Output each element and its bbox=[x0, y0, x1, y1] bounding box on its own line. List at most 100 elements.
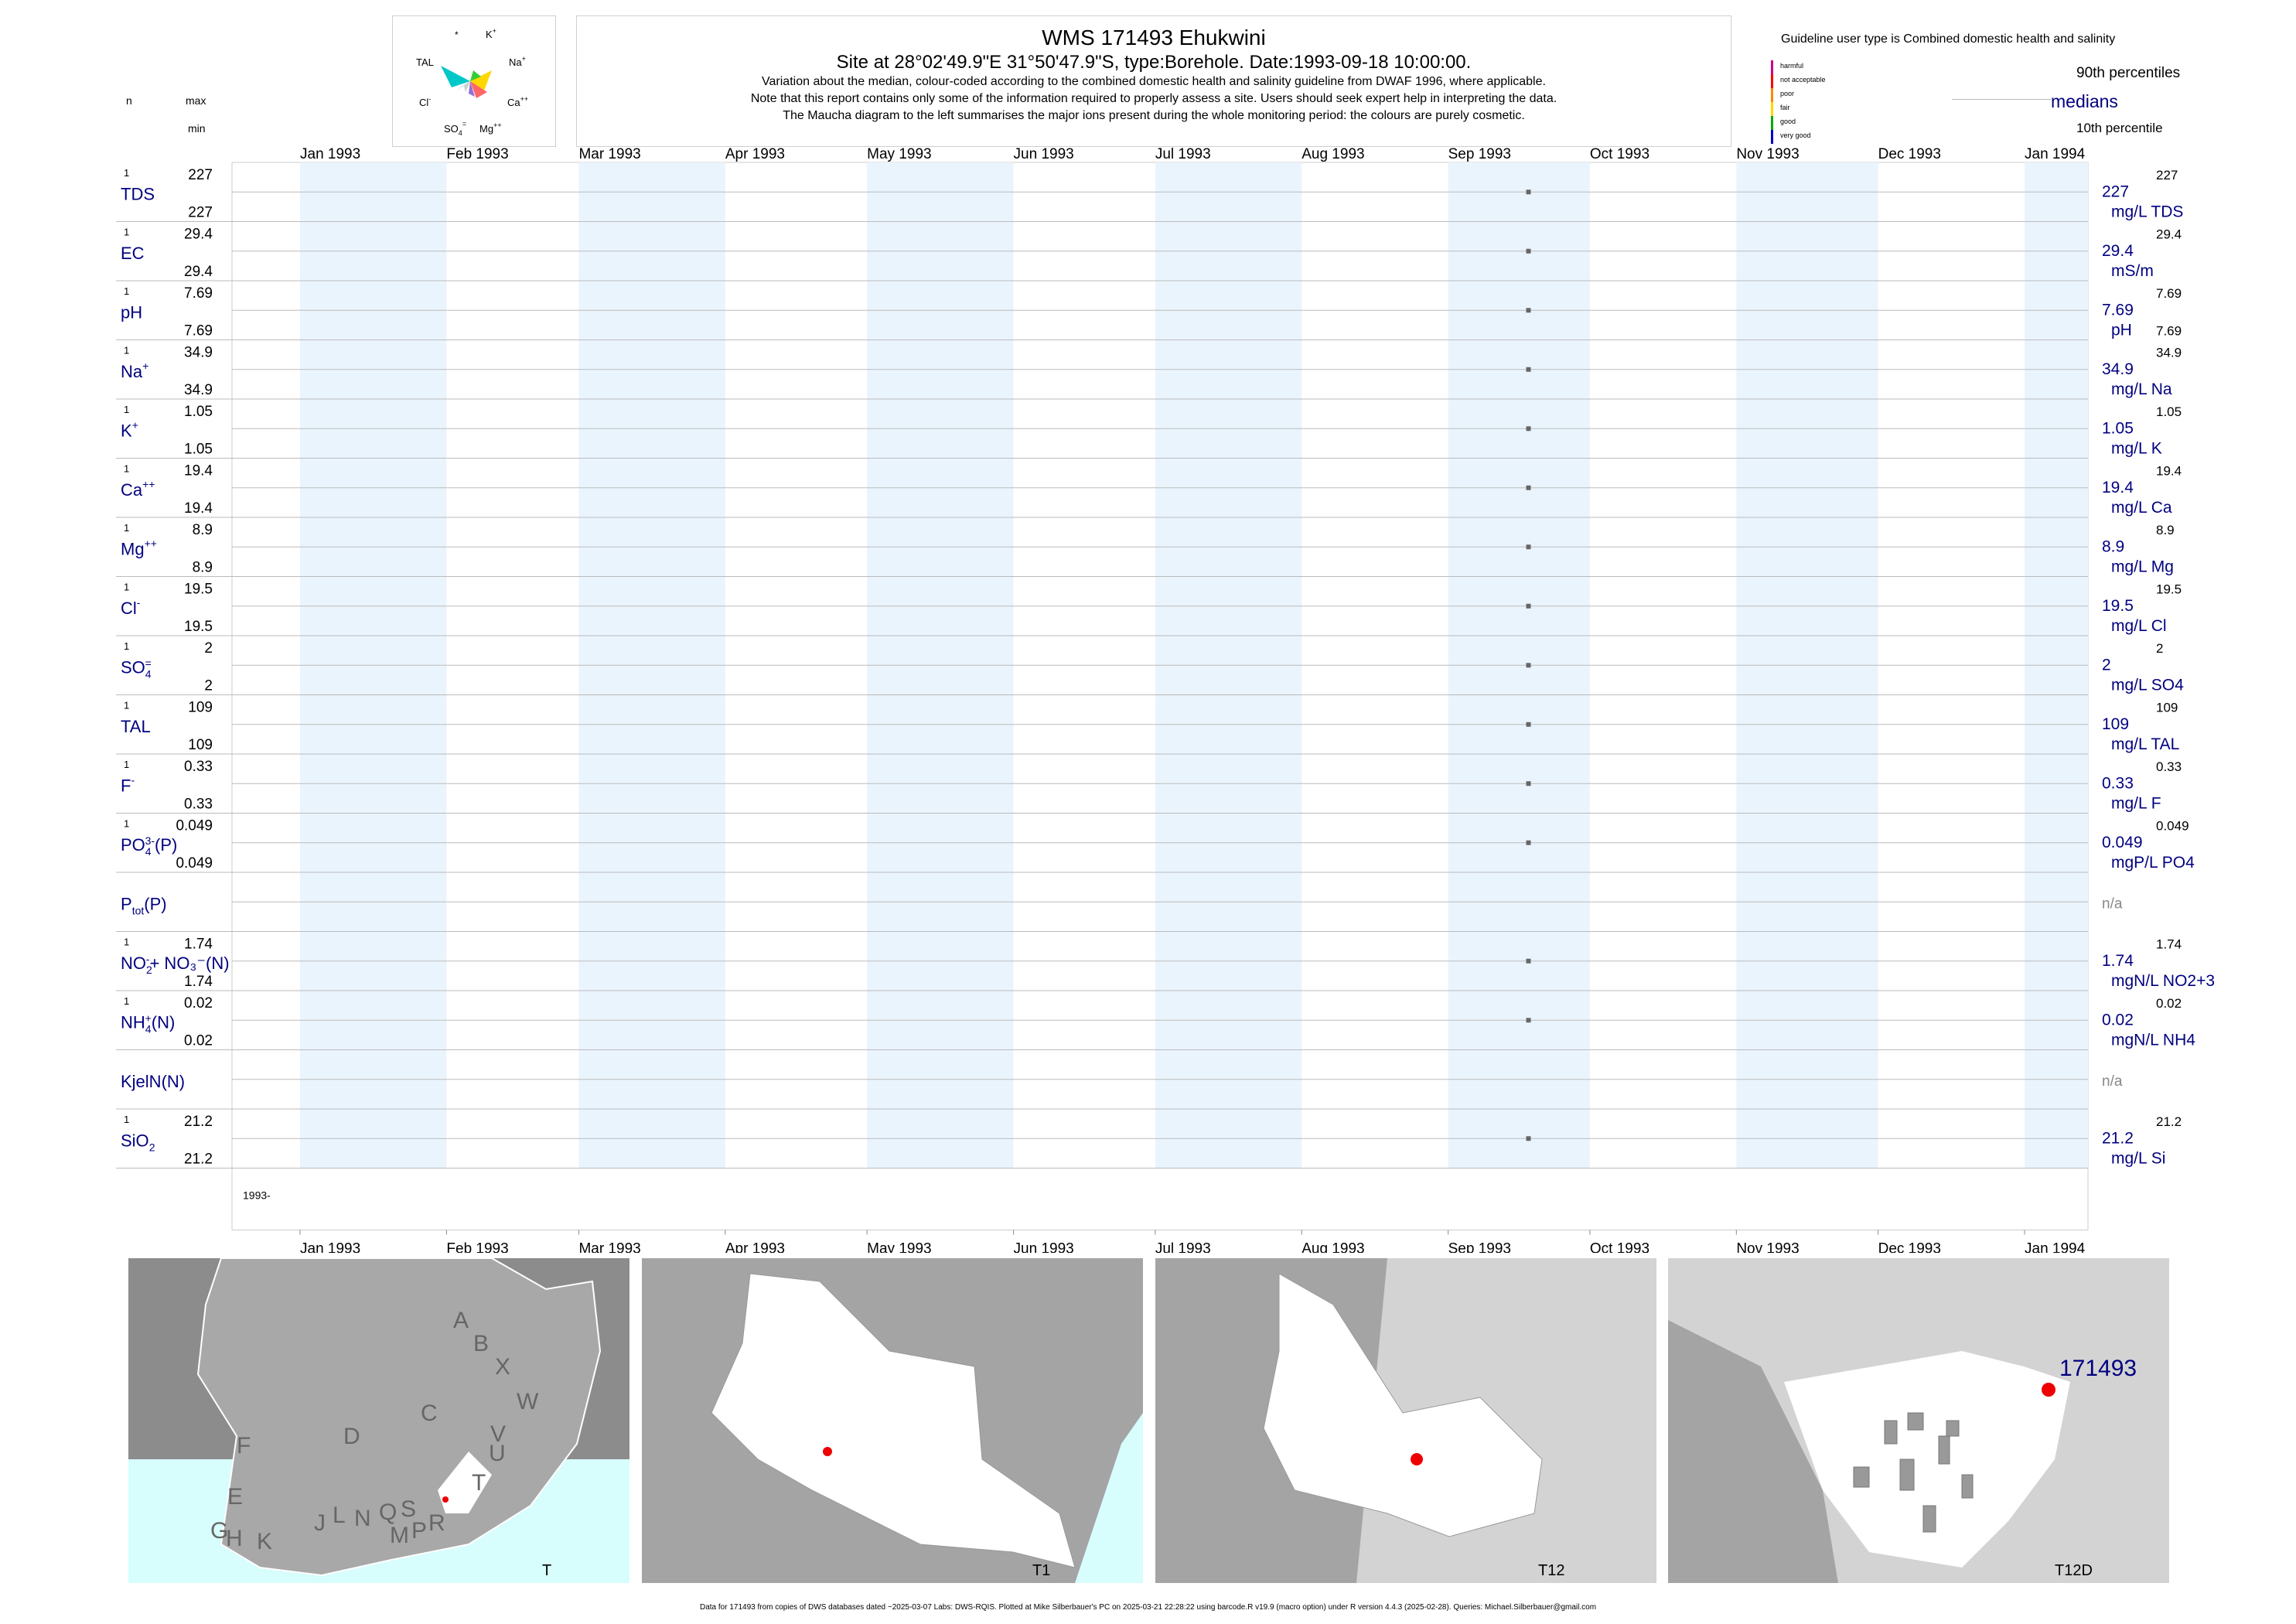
row-n: 1 bbox=[124, 995, 129, 1007]
maucha-segment-k bbox=[470, 70, 481, 81]
data-point bbox=[1526, 544, 1531, 550]
map-region-letter: P bbox=[411, 1518, 427, 1544]
row-p90: 227 bbox=[2156, 168, 2178, 183]
row-max: 8.9 bbox=[193, 522, 213, 538]
row-label-3: Na+ bbox=[121, 360, 148, 381]
maucha-label-ca: Ca++ bbox=[507, 95, 528, 108]
x-tick-label-top: Jul 1993 bbox=[1155, 146, 1211, 162]
map-label-T: T bbox=[542, 1562, 551, 1579]
row-unit: mg/L Na bbox=[2111, 380, 2172, 398]
row-median: 0.02 bbox=[2102, 1011, 2134, 1029]
row-label-14: NH4+(N) bbox=[121, 1012, 175, 1035]
map-catchment-T12D bbox=[1784, 1351, 2070, 1568]
data-point bbox=[1526, 958, 1531, 964]
x-tick-label-bottom: Jan 1993 bbox=[300, 1241, 360, 1254]
row-n: 1 bbox=[124, 818, 129, 830]
x-tick-label-bottom: Oct 1993 bbox=[1590, 1241, 1650, 1254]
map-svg-T1: T1 bbox=[642, 1258, 1143, 1583]
map-svg-T12: T12 bbox=[1155, 1258, 1656, 1583]
map-T12: T12 bbox=[1155, 1258, 1656, 1583]
settlement bbox=[1899, 1459, 1915, 1491]
legend-level-label: good bbox=[1780, 118, 1796, 125]
settlement bbox=[1938, 1435, 1950, 1465]
row-label-8: SO4= bbox=[121, 657, 152, 680]
map-land bbox=[196, 1257, 602, 1577]
row-unit: mgN/L NH4 bbox=[2111, 1031, 2195, 1049]
x-tick-label-top: Aug 1993 bbox=[1302, 146, 1364, 162]
row-max: 0.02 bbox=[184, 995, 213, 1012]
row-median: 1.74 bbox=[2102, 952, 2134, 970]
data-point bbox=[1526, 248, 1531, 254]
map-site-dot bbox=[823, 1447, 832, 1456]
row-min: 0.049 bbox=[176, 855, 213, 872]
row-n: 1 bbox=[124, 345, 129, 357]
row-median: 1.05 bbox=[2102, 419, 2134, 437]
map-region-letter: F bbox=[237, 1433, 251, 1459]
maucha-label-k: K+ bbox=[486, 27, 496, 40]
row-unit: mg/L Si bbox=[2111, 1149, 2165, 1167]
map-region-letter: J bbox=[314, 1510, 326, 1536]
row-min: 29.4 bbox=[184, 264, 213, 280]
row-n: 1 bbox=[124, 167, 129, 179]
map-outer-region bbox=[1668, 1320, 1838, 1583]
row-median-na: n/a bbox=[2102, 1073, 2123, 1090]
row-label-7: Cl- bbox=[121, 596, 141, 618]
row-min: 1.05 bbox=[184, 442, 213, 458]
data-point bbox=[1526, 426, 1531, 432]
row-max: 2 bbox=[204, 640, 213, 657]
row-p90: 7.69 bbox=[2156, 286, 2182, 301]
guideline-legend: harmful not acceptable poor fair good very go… bbox=[1771, 60, 1864, 144]
row-p90: 109 bbox=[2156, 701, 2178, 715]
row-n: 1 bbox=[124, 1114, 129, 1125]
row-n: 1 bbox=[124, 759, 129, 770]
row-n: 1 bbox=[124, 285, 129, 297]
x-tick-label-bottom: May 1993 bbox=[867, 1241, 931, 1254]
row-unit: mgN/L NO2+3 bbox=[2111, 972, 2215, 990]
row-min: 109 bbox=[188, 737, 213, 753]
settlement bbox=[1853, 1466, 1870, 1488]
x-tick-label-top: Sep 1993 bbox=[1448, 146, 1511, 162]
x-tick-label-bottom: Nov 1993 bbox=[1736, 1241, 1799, 1254]
x-tick-label-top: Dec 1993 bbox=[1878, 146, 1941, 162]
map-region-letter: M bbox=[390, 1523, 409, 1548]
row-median: 109 bbox=[2102, 715, 2129, 733]
map-T1: T1 bbox=[642, 1258, 1143, 1583]
data-point bbox=[1526, 781, 1531, 786]
map-region-letter: R bbox=[428, 1510, 445, 1536]
guideline-title: Guideline user type is Combined domestic… bbox=[1781, 32, 2116, 46]
map-region-letter: X bbox=[495, 1354, 510, 1380]
maucha-label-so4: SO4= bbox=[444, 120, 466, 137]
map-catchment-T12 bbox=[1263, 1273, 1543, 1537]
row-max: 1.74 bbox=[184, 937, 213, 953]
map-settlements bbox=[1853, 1412, 1974, 1533]
x-tick-label-top: Feb 1993 bbox=[446, 146, 508, 162]
data-point bbox=[1526, 840, 1531, 845]
settlement bbox=[1907, 1412, 1924, 1431]
page-title: WMS 171493 Ehukwini bbox=[1042, 26, 1266, 49]
data-point bbox=[1526, 722, 1531, 727]
x-tick-label-bottom: Sep 1993 bbox=[1448, 1241, 1511, 1254]
legend-swatch bbox=[1771, 74, 1773, 88]
row-label-4: K+ bbox=[121, 418, 138, 440]
row-unit: pH bbox=[2111, 321, 2132, 339]
map-region-letter: V bbox=[490, 1421, 506, 1447]
map-region-letter: S bbox=[401, 1496, 416, 1522]
row-label-13: NO2-+ NO₃⁻(N) bbox=[121, 953, 230, 976]
row-median: 7.69 bbox=[2102, 301, 2134, 319]
row-median: 34.9 bbox=[2102, 360, 2134, 378]
data-point bbox=[1526, 308, 1531, 313]
row-p90: 1.74 bbox=[2156, 937, 2182, 952]
maucha-label-mg: Mg++ bbox=[479, 121, 502, 135]
map-region-letter: T bbox=[472, 1470, 486, 1496]
row-p90: 34.9 bbox=[2156, 346, 2182, 360]
row-p10: 7.69 bbox=[2156, 324, 2182, 339]
row-max: 21.2 bbox=[184, 1114, 213, 1130]
row-unit: mg/L TDS bbox=[2111, 203, 2183, 220]
row-max: 1.05 bbox=[184, 404, 213, 420]
maucha-label-star: * bbox=[455, 29, 459, 40]
data-point bbox=[1526, 1018, 1531, 1023]
row-median: 19.5 bbox=[2102, 597, 2134, 615]
row-label-2: pH bbox=[121, 302, 142, 322]
